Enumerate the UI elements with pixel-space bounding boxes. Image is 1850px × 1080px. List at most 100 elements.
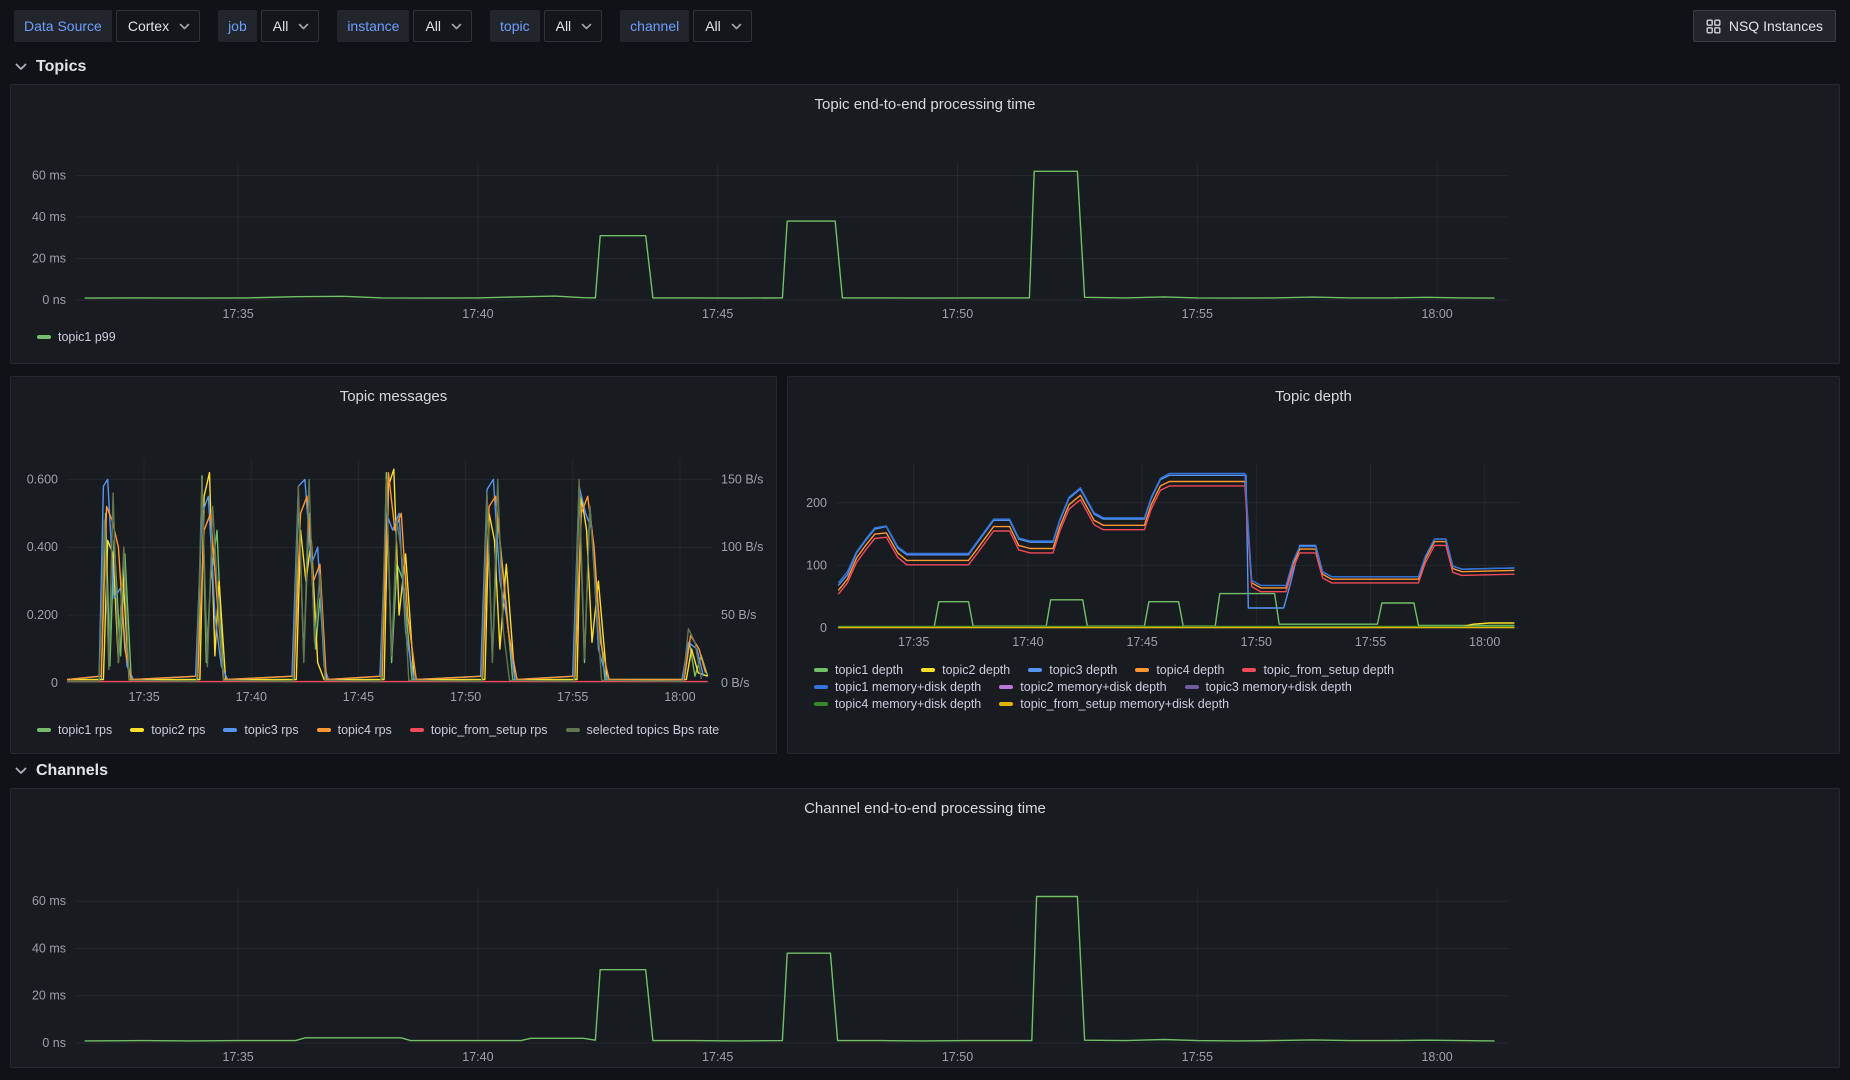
legend-row: topic1 p99 [37,330,1831,344]
nsq-instances-button[interactable]: NSQ Instances [1692,10,1836,42]
svg-text:40 ms: 40 ms [32,942,66,956]
svg-text:100 B/s: 100 B/s [721,540,763,554]
filter-channel-select[interactable]: All [693,10,752,42]
section-row-channels[interactable]: Channels [0,754,1850,788]
legend-swatch [565,728,580,732]
filter-data-source: Data Source Cortex [14,10,201,42]
svg-text:17:40: 17:40 [236,690,267,704]
filter-data-source-select[interactable]: Cortex [115,10,201,42]
svg-text:20 ms: 20 ms [32,989,66,1003]
legend-item-topic4-rps[interactable]: topic4 rps [316,723,392,737]
legend-swatch [999,702,1014,706]
legend-item-topic4-memory-disk-depth[interactable]: topic4 memory+disk depth [814,697,981,711]
svg-text:0: 0 [51,676,58,690]
channel-e2e-chart[interactable]: 0 ns 20 ms 40 ms 60 ms 17:35 17:40 17:45 17:50 1… [11,827,1839,1069]
topic-e2e-chart[interactable]: 0 ns 20 ms 40 ms 60 ms 17:35 17:40 17:45 17:50 1… [11,123,1839,328]
svg-text:17:50: 17:50 [942,1050,973,1064]
legend-item-topic3-memory-disk-depth[interactable]: topic3 memory+disk depth [1184,680,1352,694]
filter-job-label: job [218,10,257,42]
svg-text:17:45: 17:45 [702,1050,733,1064]
svg-text:17:35: 17:35 [222,1050,253,1064]
svg-text:0.200: 0.200 [27,608,58,622]
svg-text:17:40: 17:40 [462,1050,493,1064]
panel-title-topic-e2e[interactable]: Topic end-to-end processing time [814,95,1036,113]
legend-item-topic3-rps[interactable]: topic3 rps [223,723,299,737]
filter-instance-select[interactable]: All [413,10,473,42]
filter-topic-label: topic [490,10,540,42]
legend-label: topic1 rps [58,723,113,737]
svg-text:17:55: 17:55 [1182,307,1213,321]
filter-topic: topic All [490,10,603,42]
svg-text:17:35: 17:35 [898,635,929,649]
section-title-channels: Channels [36,762,109,779]
svg-text:100: 100 [806,558,827,572]
panel-topic-e2e: Topic end-to-end processing time 0 ns 20 … [10,84,1840,364]
svg-text:0.600: 0.600 [27,472,58,486]
filter-job-select[interactable]: All [260,10,320,42]
legend-item-topic1-rps[interactable]: topic1 rps [37,723,112,737]
chevron-down-icon [581,23,592,29]
legend-item-topic-from-setup-depth[interactable]: topic_from_setup depth [1242,663,1394,677]
legend-swatch [1135,668,1150,672]
legend-item-topic3-depth[interactable]: topic3 depth [1028,663,1117,677]
legend-item-topic4-depth[interactable]: topic4 depth [1135,663,1224,677]
legend-item-topic2-depth[interactable]: topic2 depth [921,663,1010,677]
legend-label: topic_from_setup rps [430,723,548,737]
legend-item-topic1-memory-disk-depth[interactable]: topic1 memory+disk depth [814,680,981,694]
legend-item-topic1-p99[interactable]: topic1 p99 [37,330,116,344]
svg-text:0 B/s: 0 B/s [721,676,750,690]
svg-text:18:00: 18:00 [1421,1050,1452,1064]
svg-text:18:00: 18:00 [1469,635,1500,649]
chevron-down-icon [451,23,462,29]
filter-job: job All [218,10,320,42]
legend-label: selected topics Bps rate [586,723,720,737]
svg-text:20 ms: 20 ms [32,252,66,266]
panel-title-channel-e2e[interactable]: Channel end-to-end processing time [804,799,1046,817]
filter-topic-select[interactable]: All [543,10,603,42]
svg-text:17:45: 17:45 [702,307,733,321]
topic-depth-chart[interactable]: 0 100 200 17:35 17:40 17:45 17:50 17:55 18:00 [788,415,1839,661]
filter-job-value: All [272,18,289,34]
legend-swatch [814,668,828,672]
legend-swatch [999,685,1014,689]
section-row-topics[interactable]: Topics [0,50,1850,84]
svg-text:17:40: 17:40 [462,307,493,321]
legend-swatch [130,728,145,732]
legend-item-topic-from-setup-memory-disk-depth[interactable]: topic_from_setup memory+disk depth [999,697,1229,711]
legend-label: topic1 memory+disk depth [835,680,982,694]
svg-text:150 B/s: 150 B/s [721,472,763,486]
nsq-instances-label: NSQ Instances [1728,18,1823,34]
filter-topic-value: All [555,18,572,34]
legend-item-topic1-depth[interactable]: topic1 depth [814,663,903,677]
topic-e2e-legend: topic1 p99 [11,328,1839,350]
legend-item-topic-from-setup-rps[interactable]: topic_from_setup rps [409,723,548,737]
legend-item-topic2-memory-disk-depth[interactable]: topic2 memory+disk depth [999,680,1167,694]
panel-title-topic-depth[interactable]: Topic depth [1275,387,1352,405]
filter-channel-value: All [705,18,721,34]
filter-instance-value: All [425,18,442,34]
svg-text:17:45: 17:45 [343,690,374,704]
svg-text:17:55: 17:55 [1355,635,1386,649]
svg-text:18:00: 18:00 [1421,307,1452,321]
section-title-topics: Topics [36,58,87,75]
svg-text:18:00: 18:00 [664,690,695,704]
panel-title-topic-messages[interactable]: Topic messages [339,387,448,405]
legend-label: topic4 rps [337,723,392,737]
legend-item-selected-topics-bps-rate[interactable]: selected topics Bps rate [565,723,720,737]
legend-label: topic3 depth [1049,663,1118,677]
legend-swatch [37,728,51,732]
chevron-down-icon [15,767,27,774]
filter-channel-label: channel [620,10,690,42]
filter-channel: channel All [620,10,752,42]
legend-item-topic2-rps[interactable]: topic2 rps [130,723,205,737]
legend-swatch [316,728,331,732]
legend-label: topic_from_setup depth [1263,663,1395,677]
legend-label: topic_from_setup memory+disk depth [1020,697,1230,711]
svg-text:0: 0 [820,621,827,635]
svg-text:17:55: 17:55 [1182,1050,1213,1064]
chevron-down-icon [15,63,27,70]
topic-messages-chart[interactable]: 0 0.200 0.400 0.600 17:35 17:40 17:45 17:50 17:5… [11,415,776,721]
legend-label: topic3 memory+disk depth [1205,680,1352,694]
svg-text:17:55: 17:55 [557,690,588,704]
